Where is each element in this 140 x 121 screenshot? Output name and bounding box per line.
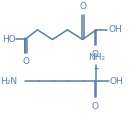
Text: O: O — [80, 2, 87, 11]
Text: H₂N: H₂N — [0, 77, 18, 86]
Text: O: O — [22, 57, 29, 66]
Text: OH: OH — [108, 25, 122, 34]
Text: O: O — [92, 102, 99, 111]
Text: HO: HO — [2, 35, 16, 44]
Text: NH₂: NH₂ — [88, 53, 105, 62]
Text: OH: OH — [109, 77, 123, 86]
Text: O: O — [92, 50, 99, 59]
